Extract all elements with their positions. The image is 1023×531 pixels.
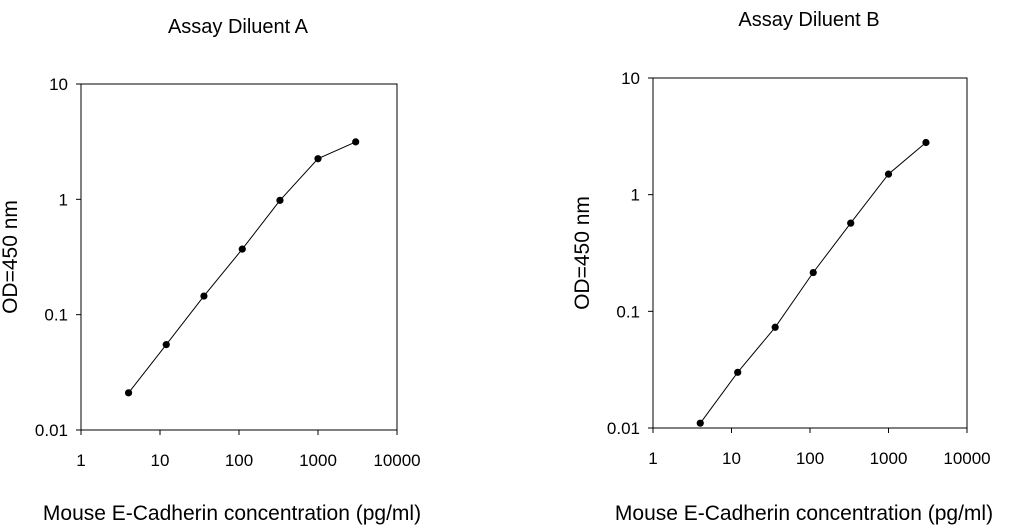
y-axis-ticks: 0.01 0.1 1 10 [607,69,653,438]
series-line [699,142,927,424]
x-axis-ticks: 1 10 100 1000 10000 [76,430,421,470]
chart-panel-b: Assay Diluent B OD=450 nm Mouse E-Cadher… [571,9,993,525]
y-tick-label: 10 [49,75,68,94]
y-tick-label: 0.01 [35,421,68,440]
data-point [200,292,208,300]
x-tick-label: 10 [151,451,170,470]
data-point [238,245,246,253]
x-tick-label: 1000 [870,449,908,468]
x-tick-label: 100 [796,449,824,468]
x-tick-label: 1 [648,449,657,468]
y-axis-label: OD=450 nm [571,196,594,310]
x-tick-label: 10000 [943,449,990,468]
plot-area-frame [80,83,398,431]
data-point [734,368,742,376]
data-point [276,196,284,204]
data-point [162,341,170,349]
y-tick-label: 0.1 [44,306,68,325]
x-tick-label: 10 [722,449,741,468]
y-tick-label: 0.1 [616,302,640,321]
data-point [809,268,817,277]
data-point [696,419,704,427]
data-series [124,138,360,397]
x-axis-label: Mouse E-Cadherin concentration (pg/ml) [615,502,993,525]
y-tick-label: 0.01 [607,419,640,438]
y-tick-label: 1 [631,186,640,205]
data-point [847,219,855,227]
x-tick-label: 10000 [373,451,420,470]
y-axis-label: OD=450 nm [0,200,22,314]
data-point [771,323,779,331]
plot-area-frame [652,77,968,429]
data-point [922,138,930,147]
x-tick-label: 1 [76,451,85,470]
x-axis-ticks: 1 10 100 1000 10000 [648,428,991,468]
x-axis-label: Mouse E-Cadherin concentration (pg/ml) [43,502,421,525]
x-tick-label: 100 [225,451,253,470]
data-series [696,138,930,427]
y-tick-label: 1 [59,190,68,209]
chart-panel-a: Assay Diluent A OD=450 nm Mouse E-Cadher… [0,16,421,525]
x-tick-label: 1000 [299,451,337,470]
series-line [128,141,356,394]
data-point [884,170,893,178]
chart-title: Assay Diluent B [738,9,879,31]
data-point [124,389,133,397]
y-tick-label: 10 [621,69,640,88]
data-point [314,155,322,163]
y-axis-ticks: 0.01 0.1 1 10 [35,75,81,440]
data-point [352,138,360,146]
chart-title: Assay Diluent A [168,16,309,38]
